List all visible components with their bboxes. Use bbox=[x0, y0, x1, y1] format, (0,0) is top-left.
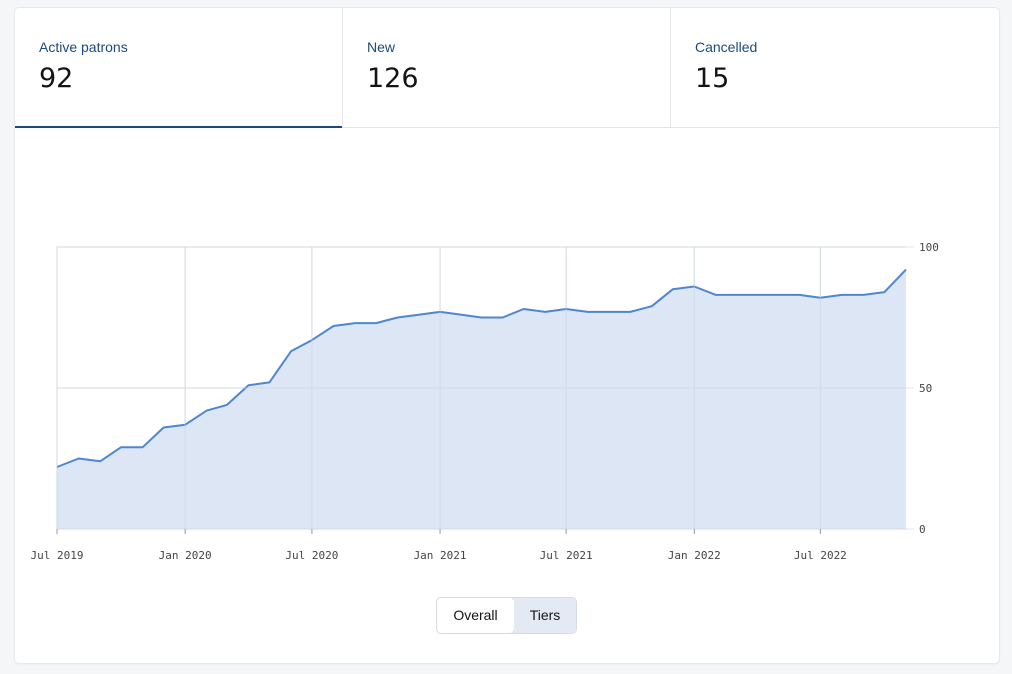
x-tick-label: Jul 2021 bbox=[540, 549, 593, 562]
x-tick-label: Jul 2022 bbox=[794, 549, 847, 562]
chart-series-line bbox=[56, 268, 907, 468]
tab-cancelled[interactable]: Cancelled 15 bbox=[671, 8, 999, 127]
y-tick-label: 0 bbox=[919, 523, 926, 536]
y-tick-label: 50 bbox=[919, 382, 932, 395]
tab-active-patrons[interactable]: Active patrons 92 bbox=[15, 8, 343, 128]
y-axis: 100 50 0 bbox=[919, 241, 939, 536]
x-tick-label: Jan 2020 bbox=[159, 549, 212, 562]
stat-value: 126 bbox=[367, 63, 419, 94]
x-axis: Jul 2019 Jan 2020 Jul 2020 Jan 2021 Jul 2021… bbox=[31, 246, 906, 562]
stat-label: New bbox=[367, 39, 396, 55]
stats-tabs: Active patrons 92 New 126 Cancelled 15 bbox=[15, 8, 999, 128]
y-tick-label: 100 bbox=[919, 241, 939, 254]
stat-value: 92 bbox=[39, 63, 74, 94]
x-tick-label: Jul 2019 bbox=[31, 549, 84, 562]
tiers-button[interactable]: Tiers bbox=[514, 598, 576, 633]
x-tick-label: Jan 2021 bbox=[414, 549, 467, 562]
tab-new[interactable]: New 126 bbox=[343, 8, 671, 127]
chart-area-fill bbox=[57, 269, 906, 529]
stat-value: 15 bbox=[695, 63, 730, 94]
x-tick-label: Jan 2022 bbox=[668, 549, 721, 562]
stat-label: Active patrons bbox=[39, 39, 128, 55]
x-tick-label: Jul 2020 bbox=[285, 549, 338, 562]
stat-label: Cancelled bbox=[695, 39, 758, 55]
view-toggle: Overall Tiers bbox=[436, 597, 577, 634]
overall-button[interactable]: Overall bbox=[437, 598, 514, 633]
patrons-chart: Jul 2019 Jan 2020 Jul 2020 Jan 2021 Jul 2021… bbox=[31, 241, 939, 562]
patrons-card: Active patrons 92 New 126 Cancelled 15 J… bbox=[15, 8, 999, 663]
